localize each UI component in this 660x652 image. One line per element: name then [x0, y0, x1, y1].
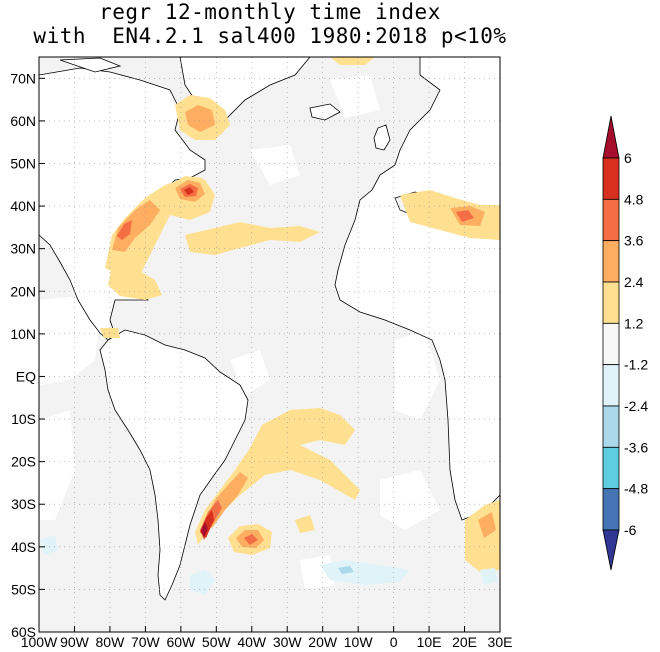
- x-tick-label: 80W: [96, 634, 126, 650]
- x-tick-label: 10W: [344, 634, 374, 650]
- colorbar-bottom-arrow: [602, 529, 620, 571]
- caribbean-positive: [108, 265, 162, 300]
- colorbar-top-arrow: [602, 115, 620, 159]
- colorbar-segment: [602, 488, 620, 531]
- arctic-positive: [330, 57, 375, 65]
- mediterranean-band-3-6: [456, 210, 474, 222]
- colorbar: 6 4.8 3.6 2.4 1.2 -1.2 -2.4 -3.6 -4.8 -6: [602, 115, 648, 571]
- southeast-band-2-4: [478, 512, 496, 538]
- british-isles-land: [373, 124, 391, 151]
- colorbar-segment: [602, 322, 620, 366]
- y-tick-label: 60N: [10, 113, 36, 129]
- colorbar-label: 6: [624, 150, 632, 166]
- labrador-band-2-4: [185, 105, 215, 132]
- negative-patch-2: [320, 560, 410, 585]
- colorbar-segment: [602, 364, 620, 407]
- colorbar-label: -6: [624, 522, 637, 538]
- iceland-land: [309, 103, 341, 121]
- y-tick-label: 50S: [11, 581, 36, 597]
- colorbar-label: -4.8: [624, 481, 648, 497]
- x-tick-label: 0: [390, 634, 398, 650]
- map-grid: [39, 57, 500, 632]
- colorbar-label: 1.2: [624, 315, 644, 331]
- y-tick-label: 20N: [10, 283, 36, 299]
- anomaly-layer: [40, 57, 500, 595]
- y-tick-label: 10N: [10, 326, 36, 342]
- y-tick-label: 40N: [10, 198, 36, 214]
- x-tick-label: 20W: [308, 634, 338, 650]
- colorbar-segment: [602, 157, 620, 200]
- gulf-stream-band-2-4: [112, 200, 160, 252]
- x-tick-label: 90W: [60, 634, 90, 650]
- mediterranean-positive: [400, 190, 500, 240]
- negative-patch-1: [190, 570, 215, 595]
- colorbar-label: 3.6: [624, 233, 644, 249]
- arctic-island: [59, 57, 122, 73]
- x-tick-label: 30W: [273, 634, 303, 650]
- title-line-2: with EN4.2.1 sal400 1980:2018 p<10%: [33, 24, 507, 48]
- y-tick-label: 70N: [10, 70, 36, 86]
- y-tick-label: 40S: [11, 539, 36, 555]
- x-tick-label: 70W: [131, 634, 161, 650]
- colorbar-segment: [602, 446, 620, 490]
- colorbar-label: 4.8: [624, 191, 644, 207]
- gulf-stream-band-3-6: [117, 220, 132, 240]
- colorbar-label: -2.4: [624, 398, 648, 414]
- eddy-band-3-6: [244, 534, 258, 545]
- x-tick-label: 30E: [488, 634, 513, 650]
- north-atlantic-band-4-8: [184, 187, 194, 195]
- y-tick-label: 50N: [10, 155, 36, 171]
- colorbar-label: -3.6: [624, 439, 648, 455]
- x-axis: 100W 90W 80W 70W 60W 50W 40W 30W 20W 10W 0 10E 20E 30…: [21, 626, 513, 650]
- y-tick-label: 20S: [11, 454, 36, 470]
- y-tick-label: 30S: [11, 496, 36, 512]
- x-tick-label: 20E: [452, 634, 477, 650]
- negative-patch-3: [40, 535, 58, 555]
- negative-patch-4: [480, 568, 498, 585]
- colorbar-segment: [602, 405, 620, 448]
- plot-frame: [38, 56, 501, 633]
- colorbar-segment: [602, 198, 620, 242]
- colorbar-segment: [602, 240, 620, 283]
- ocean-white-patches: [40, 75, 440, 590]
- colorbar-label: 2.4: [624, 274, 644, 290]
- colorbar-label: -1.2: [624, 357, 648, 373]
- title-line-1: regr 12-monthly time index: [99, 0, 441, 24]
- mid-atlantic-positive: [185, 222, 320, 255]
- y-axis: 70N 60N 50N 40N 30N 20N 10N EQ 10S 20S 30S 40S 50S 60…: [10, 70, 45, 640]
- negative-patch-core: [338, 566, 354, 574]
- x-tick-label: 50W: [202, 634, 232, 650]
- europe-africa-land: [334, 57, 500, 521]
- y-tick-label: 10S: [11, 411, 36, 427]
- south-america-land: [99, 329, 249, 601]
- x-tick-label: 100W: [21, 634, 58, 650]
- y-tick-label: EQ: [16, 368, 36, 384]
- south-atlantic-band-6: [201, 522, 208, 538]
- x-tick-label: 40W: [237, 634, 267, 650]
- south-atlantic-positive: [195, 408, 360, 545]
- y-tick-label: 30N: [10, 241, 36, 257]
- colorbar-segment: [602, 281, 620, 324]
- x-tick-label: 10E: [417, 634, 442, 650]
- small-positive: [295, 515, 315, 533]
- y-tick-label: 60S: [11, 624, 36, 640]
- x-tick-label: 60W: [166, 634, 196, 650]
